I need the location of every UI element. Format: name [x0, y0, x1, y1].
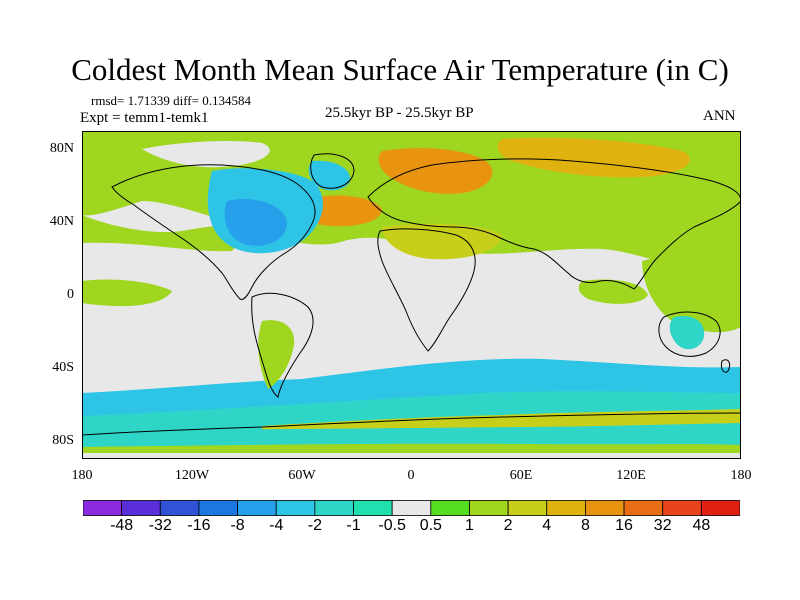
coastline-africa: [377, 228, 476, 352]
colorbar-box: [391, 500, 432, 516]
south-america-green: [258, 320, 295, 389]
coastline-north-america: [111, 164, 316, 300]
antarctic-interior: [82, 425, 741, 447]
colorbar-box: [546, 500, 586, 516]
coastline-south-america: [251, 292, 314, 398]
lon-label-120e: 120E: [616, 468, 646, 483]
lat-label-80n: 80N: [49, 141, 74, 156]
coastline-antarctica: [82, 412, 741, 436]
lon-label-60w: 60W: [288, 468, 316, 483]
coastline-australia: [658, 311, 721, 357]
stats-line: rmsd= 1.71339 diff= 0.134584: [91, 93, 251, 108]
east-pacific-green: [82, 279, 172, 307]
colorbar-label: -48: [110, 517, 134, 534]
lat-label-0: 0: [67, 287, 74, 302]
lat-label-40n: 40N: [49, 214, 74, 229]
antarctic-green-strip: [82, 443, 741, 453]
colorbar-label: 0.5: [419, 517, 442, 534]
map-canvas: [82, 131, 741, 459]
experiment-line: Expt = temm1-temk1: [80, 110, 209, 126]
colorbar-box: [198, 500, 238, 516]
central-asia-yellow: [497, 137, 690, 178]
coastline-new-zealand: [721, 359, 731, 373]
lon-label-180e: 180: [730, 468, 752, 483]
greenland-cold: [308, 160, 351, 191]
colorbar-label: 8: [580, 517, 590, 534]
period-label: 25.5kyr BP - 25.5kyr BP: [325, 105, 474, 121]
map-frame: [82, 131, 741, 459]
colorbar-box: [121, 500, 161, 516]
north-america-deep-cold: [224, 199, 288, 246]
colorbar-box: [662, 500, 702, 516]
colorbar-label: -1: [346, 517, 361, 534]
colorbar-label: 16: [615, 517, 633, 534]
colorbar-label: 48: [692, 517, 711, 534]
australia-aqua: [669, 315, 705, 350]
colorbar-box: [469, 500, 509, 516]
colorbar: -48 -32 -16 -8 -4 -2 -1 -0.5 0.5 1 2 4 8 16 32 48: [83, 500, 740, 545]
lon-label-0: 0: [407, 468, 415, 483]
lat-label-40s: 40S: [52, 360, 74, 375]
colorbar-box: [275, 500, 316, 516]
arctic-neutral: [142, 141, 270, 168]
colorbar-label: -2: [307, 517, 322, 534]
map-title: Coldest Month Mean Surface Air Temperatu…: [71, 52, 729, 87]
colorbar-box: [700, 500, 740, 516]
colorbar-box: [353, 500, 393, 516]
lat-label-80s: 80S: [52, 433, 74, 448]
lon-label-180w: 180: [71, 468, 93, 483]
colorbar-box: [237, 500, 277, 516]
colorbar-boxes: [83, 500, 740, 516]
colorbar-label: -16: [187, 517, 211, 534]
colorbar-label: -0.5: [378, 517, 406, 534]
colorbar-box: [83, 500, 123, 516]
colorbar-box: [623, 500, 664, 516]
colorbar-label: -4: [269, 517, 284, 534]
season-label: ANN: [703, 108, 736, 124]
lon-label-60e: 60E: [509, 468, 533, 483]
north-pacific-green: [82, 215, 252, 252]
colorbar-box: [159, 500, 200, 516]
coastlines: [82, 153, 741, 436]
north-africa-lime: [382, 223, 502, 260]
coastline-greenland: [310, 153, 355, 189]
colorbar-box: [314, 500, 354, 516]
west-pacific-green: [642, 241, 741, 333]
colorbar-box: [430, 500, 470, 516]
lon-label-120w: 120W: [174, 468, 210, 483]
colorbar-label: 2: [503, 517, 513, 534]
colorbar-label: 1: [465, 517, 474, 534]
colorbar-label: -32: [148, 517, 172, 534]
siberia-warm: [378, 148, 493, 194]
antarctic-coast-mix: [262, 409, 741, 433]
colorbar-box: [507, 500, 548, 516]
colorbar-box: [585, 500, 625, 516]
pacific-green-patch: [578, 279, 648, 304]
colorbar-label: 32: [653, 517, 672, 534]
colorbar-label: 4: [542, 517, 552, 534]
temperature-map: [82, 131, 741, 459]
coastline-eurasia: [367, 158, 741, 290]
colorbar-label: -8: [230, 517, 245, 534]
